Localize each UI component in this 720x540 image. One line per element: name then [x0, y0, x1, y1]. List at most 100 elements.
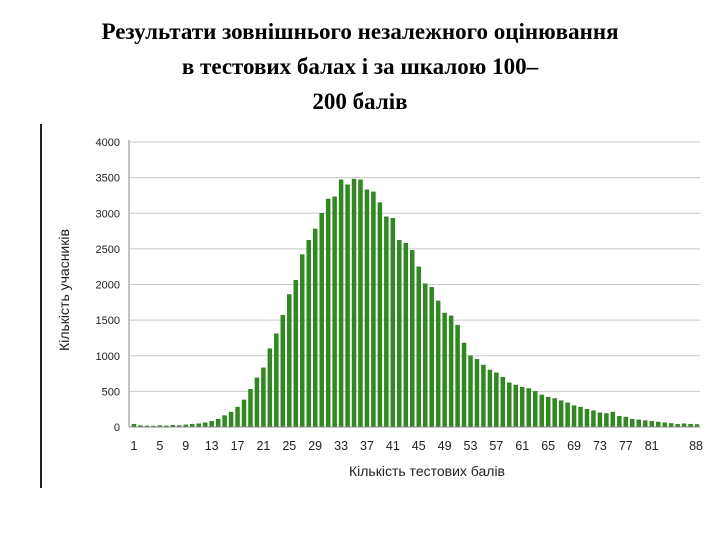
bar-46 — [423, 283, 428, 428]
bar-23 — [274, 333, 279, 428]
bar-64 — [539, 394, 544, 428]
x-tick-label: 13 — [205, 439, 219, 453]
x-tick-label: 57 — [489, 439, 503, 453]
bar-38 — [371, 191, 376, 428]
bar-63 — [533, 391, 538, 428]
bar-37 — [364, 189, 370, 428]
x-tick-label: 5 — [156, 439, 163, 453]
bar-61 — [520, 386, 525, 428]
bar-18 — [241, 399, 247, 428]
x-tick-label: 9 — [182, 439, 189, 453]
bar-32 — [332, 196, 337, 428]
chart-gridlines — [129, 141, 700, 392]
bar-66 — [552, 398, 557, 428]
bar-67 — [558, 400, 564, 428]
y-tick-label: 4000 — [96, 137, 120, 149]
y-tick-label: 3500 — [96, 173, 120, 185]
bar-27 — [300, 254, 305, 428]
chart-bars — [131, 178, 700, 428]
bar-62 — [526, 388, 531, 428]
bar-74 — [604, 413, 609, 428]
chart-axes — [128, 140, 700, 428]
slide-title-line-1: Результати зовнішнього незалежного оціню… — [101, 19, 619, 44]
bar-71 — [584, 408, 590, 428]
x-tick-label: 73 — [593, 439, 607, 453]
x-tick-label: 49 — [438, 439, 452, 453]
x-tick-label: 25 — [282, 439, 296, 453]
bar-15 — [222, 415, 227, 428]
bar-70 — [578, 406, 583, 428]
y-tick-label: 2500 — [96, 244, 120, 256]
x-tick-label: 1 — [131, 439, 138, 453]
bar-30 — [319, 213, 324, 428]
bar-14 — [215, 418, 221, 428]
bar-29 — [312, 228, 318, 428]
bar-28 — [306, 240, 311, 428]
y-tick-label: 3000 — [96, 208, 120, 220]
bar-35 — [351, 178, 357, 428]
x-tick-label: 53 — [464, 439, 478, 453]
x-axis-tick-labels: 1 5 9 13 17 21 25 29 33 37 41 45 49 53 57 61 65 69 73 77 81 8… — [131, 439, 704, 453]
bar-43 — [403, 242, 409, 428]
bar-33 — [338, 179, 344, 428]
bar-81 — [649, 421, 654, 428]
x-tick-label: 17 — [231, 439, 245, 453]
slide-title: Результати зовнішнього незалежного оціню… — [0, 14, 720, 119]
x-tick-label: 29 — [308, 439, 322, 453]
bar-13 — [209, 421, 214, 428]
bar-39 — [377, 202, 383, 428]
bar-73 — [597, 412, 603, 428]
bar-69 — [571, 405, 577, 428]
bar-55 — [481, 364, 486, 428]
bar-34 — [345, 184, 350, 428]
bar-44 — [410, 250, 415, 428]
x-tick-label: 65 — [541, 439, 555, 453]
bar-24 — [280, 314, 286, 428]
bar-41 — [390, 218, 396, 428]
bar-53 — [468, 355, 473, 428]
bar-22 — [267, 348, 273, 428]
bar-82 — [655, 421, 661, 428]
bar-58 — [500, 376, 506, 428]
bar-16 — [228, 411, 234, 428]
x-tick-label: 33 — [334, 439, 348, 453]
bar-59 — [507, 382, 512, 428]
y-tick-label: 500 — [102, 386, 120, 398]
slide-title-line-3: 200 балів — [312, 89, 408, 114]
x-tick-label: 45 — [412, 439, 426, 453]
bar-17 — [235, 406, 240, 428]
x-tick-label: 41 — [386, 439, 400, 453]
bar-31 — [325, 198, 331, 428]
x-tick-label: 37 — [360, 439, 374, 453]
bar-60 — [513, 384, 519, 428]
y-tick-label: 1000 — [96, 351, 120, 363]
bar-42 — [397, 240, 402, 428]
bar-52 — [461, 342, 467, 428]
x-axis-title: Кількість тестових балів — [349, 463, 505, 479]
bar-40 — [384, 216, 389, 428]
y-tick-label: 0 — [114, 422, 120, 434]
bar-76 — [617, 416, 622, 428]
left-rule-divider — [40, 124, 42, 488]
bar-77 — [623, 416, 629, 428]
bar-48 — [435, 300, 441, 428]
bar-21 — [261, 367, 266, 428]
x-tick-label: 88 — [689, 439, 703, 453]
y-axis-tick-labels: 0 500 1000 1500 2000 2500 3000 3500 4000 — [96, 137, 120, 434]
bar-79 — [636, 419, 641, 428]
bar-83 — [662, 422, 667, 428]
bar-78 — [630, 418, 635, 428]
bar-25 — [287, 294, 292, 428]
y-tick-label: 2000 — [96, 280, 120, 292]
bar-19 — [248, 389, 253, 428]
bar-47 — [429, 287, 434, 428]
bar-26 — [293, 280, 298, 428]
bar-57 — [494, 372, 499, 428]
bar-54 — [474, 359, 480, 428]
bar-20 — [254, 377, 260, 428]
bar-45 — [416, 266, 421, 428]
y-axis-title: Кількість учасників — [56, 229, 72, 351]
bar-56 — [487, 369, 493, 428]
bar-49 — [442, 312, 447, 428]
